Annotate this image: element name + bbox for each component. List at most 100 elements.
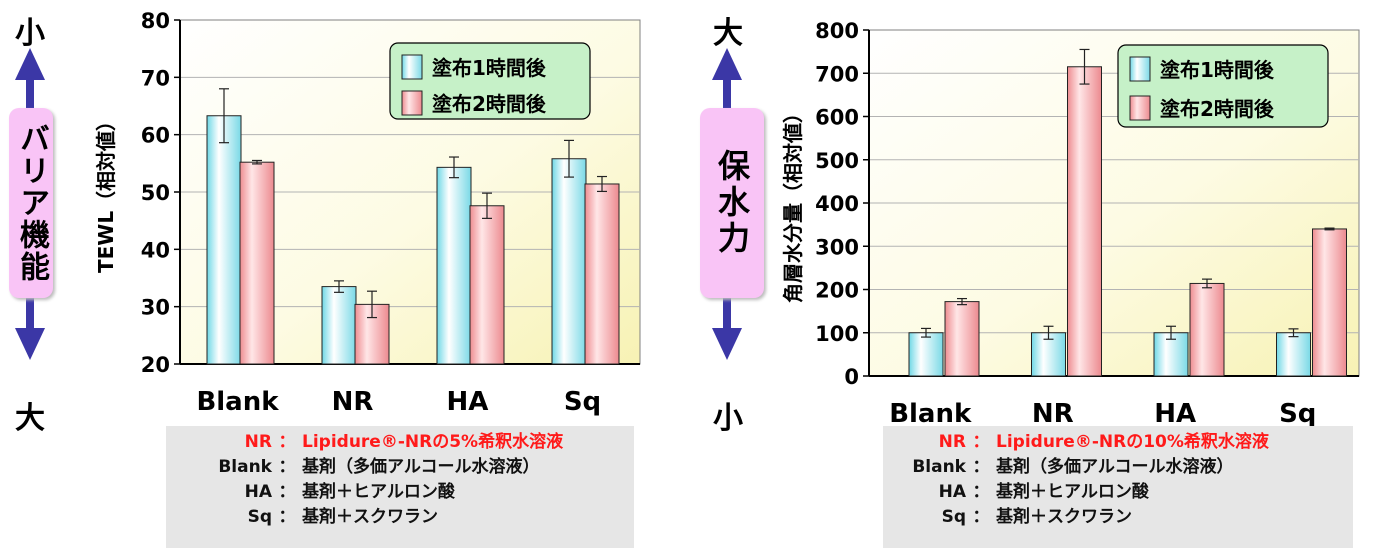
note-text: 基剤＋ヒアルロン酸 xyxy=(302,482,455,502)
x-tick-label: NR xyxy=(1032,399,1074,429)
note-row: Blank ： 基剤（多価アルコール水溶液） xyxy=(166,455,634,480)
bar xyxy=(239,161,275,365)
x-tick-label: NR xyxy=(332,387,374,417)
side-label-middle: 保水力 xyxy=(700,108,764,298)
y-tick-label: 600 xyxy=(815,106,859,130)
y-tick-label: 800 xyxy=(815,19,859,43)
side-label-top: 大 xyxy=(713,16,743,51)
note-separator: ： xyxy=(972,507,990,527)
chart-1: 0 100 200 300 400 500 600 700 800 角層水分量（相対値） Blank… xyxy=(712,19,1360,429)
note-row: Sq ： 基剤＋スクワラン xyxy=(166,505,634,530)
arrow-up-icon xyxy=(712,48,742,80)
arrow-up-shaft xyxy=(723,80,731,108)
bar xyxy=(1312,228,1347,377)
note-separator: ： xyxy=(278,507,296,527)
note-text: Lipidure®-NRの5%希釈水溶液 xyxy=(302,432,564,452)
x-tick-label: Sq xyxy=(1279,399,1316,429)
note-separator: ： xyxy=(972,457,990,477)
side-label-middle-text: バリア機能 xyxy=(14,123,49,283)
legend-swatch xyxy=(1129,95,1151,121)
y-tick-label: 60 xyxy=(141,124,170,148)
y-tick-label: 50 xyxy=(141,181,170,205)
legend-swatch xyxy=(401,54,423,80)
note-row: HA ： 基剤＋ヒアルロン酸 xyxy=(883,480,1353,505)
note-key: HA xyxy=(244,482,272,502)
y-tick-label: 20 xyxy=(141,353,170,377)
side-label-middle: バリア機能 xyxy=(9,108,53,298)
bar xyxy=(1031,332,1066,377)
legend-label: 塗布2時間後 xyxy=(432,92,547,116)
side-label-bottom: 小 xyxy=(713,401,743,436)
note-text: 基剤＋スクワラン xyxy=(996,507,1132,527)
y-tick-label: 700 xyxy=(815,62,859,86)
arrow-up-icon xyxy=(15,48,45,80)
note-key: Sq xyxy=(247,507,272,527)
legend-label: 塗布1時間後 xyxy=(1160,58,1275,82)
legend-swatch xyxy=(1129,56,1151,82)
note-key: Blank xyxy=(218,457,272,477)
note-key: Blank xyxy=(912,457,966,477)
y-tick-label: 400 xyxy=(815,192,859,216)
legend xyxy=(389,42,591,120)
arrow-down-icon xyxy=(712,328,742,360)
arrow-down-shaft xyxy=(26,298,34,328)
x-tick-label: Blank xyxy=(889,399,972,429)
side-label-middle-text: 保水力 xyxy=(713,149,751,257)
bar xyxy=(584,183,620,365)
legend-label: 塗布1時間後 xyxy=(432,56,547,80)
x-tick-label: Blank xyxy=(196,387,279,417)
side-label-bottom: 大 xyxy=(15,401,45,436)
note-row: Sq ： 基剤＋スクワラン xyxy=(883,505,1353,530)
y-tick-label: 300 xyxy=(815,235,859,259)
note-text: 基剤＋ヒアルロン酸 xyxy=(996,482,1149,502)
y-tick-label: 100 xyxy=(815,322,859,346)
bar xyxy=(908,332,944,377)
note-separator: ： xyxy=(278,432,296,452)
note-text: 基剤（多価アルコール水溶液） xyxy=(996,457,1234,477)
notes-box-left: NR ： Lipidure®-NRの5%希釈水溶液 Blank ： 基剤（多価アルコール水… xyxy=(166,426,634,548)
note-key: NR xyxy=(244,432,272,452)
note-row: Blank ： 基剤（多価アルコール水溶液） xyxy=(883,455,1353,480)
bar xyxy=(1189,282,1225,377)
bar xyxy=(1067,66,1102,377)
notes-box-right: NR ： Lipidure®-NRの10%希釈水溶液 Blank ： 基剤（多価アルコール… xyxy=(883,426,1353,548)
note-text: 基剤（多価アルコール水溶液） xyxy=(302,457,540,477)
y-tick-label: 0 xyxy=(844,365,859,389)
note-text: 基剤＋スクワラン xyxy=(302,507,438,527)
bar xyxy=(944,301,980,377)
arrow-down-icon xyxy=(15,328,45,360)
legend-label: 塗布2時間後 xyxy=(1160,97,1275,121)
y-axis-label: 角層水分量（相対値） xyxy=(781,103,805,303)
x-tick-label: HA xyxy=(1154,399,1196,429)
bar xyxy=(551,158,587,365)
y-tick-label: 200 xyxy=(815,279,859,303)
y-tick-label: 80 xyxy=(141,9,170,33)
x-tick-label: Sq xyxy=(564,387,601,417)
y-axis-label: TEWL（相対値） xyxy=(94,111,118,273)
note-key: NR xyxy=(938,432,966,452)
bar xyxy=(1276,332,1311,377)
note-text: Lipidure®-NRの10%希釈水溶液 xyxy=(996,432,1269,452)
note-row: HA ： 基剤＋ヒアルロン酸 xyxy=(166,480,634,505)
legend-swatch xyxy=(401,90,423,116)
note-separator: ： xyxy=(278,482,296,502)
note-key: Sq xyxy=(941,507,966,527)
note-key: HA xyxy=(938,482,966,502)
note-row: NR ： Lipidure®-NRの10%希釈水溶液 xyxy=(883,430,1353,455)
side-label-top: 小 xyxy=(15,16,45,51)
note-separator: ： xyxy=(972,432,990,452)
y-tick-label: 40 xyxy=(141,238,170,262)
x-tick-label: HA xyxy=(447,387,489,417)
note-row: NR ： Lipidure®-NRの5%希釈水溶液 xyxy=(166,430,634,455)
y-tick-label: 500 xyxy=(815,149,859,173)
legend xyxy=(1117,44,1329,128)
arrow-down-shaft xyxy=(723,298,731,328)
bar xyxy=(321,286,357,365)
arrow-up-shaft xyxy=(26,80,34,108)
chart-0: 20 30 40 50 60 70 80 TEWL（相対値） Blank NR HA Sq 塗布1時間後… xyxy=(15,9,641,417)
bar xyxy=(469,205,505,365)
note-separator: ： xyxy=(972,482,990,502)
y-tick-label: 30 xyxy=(141,296,170,320)
